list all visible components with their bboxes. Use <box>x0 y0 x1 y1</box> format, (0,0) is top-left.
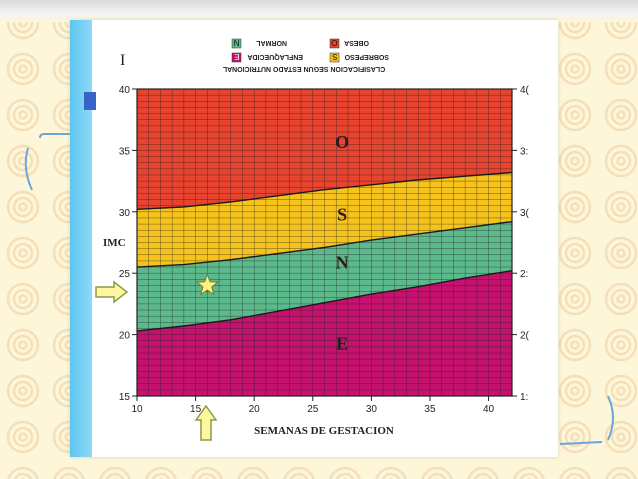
marker-layer <box>195 273 220 296</box>
legend-symbol-obesa: O <box>331 38 337 47</box>
plot-frame <box>136 88 513 397</box>
y-tick-label-right: 3( <box>520 208 530 219</box>
boundary-line <box>136 270 513 332</box>
y-tick-label: 15 <box>119 392 131 403</box>
zone-label-E: E <box>336 333 348 353</box>
legend-item-enflaquecida: E ENFLAQUECIDA <box>231 52 303 63</box>
boundary-line <box>136 220 513 268</box>
x-tick-label: 30 <box>366 404 378 415</box>
legend: N NORMAL O OBESA E ENFLAQUECIDA S SOBREP… <box>222 38 389 72</box>
legend-swatch-normal <box>231 38 242 49</box>
zone-label-O: O <box>335 132 349 152</box>
top-banner <box>0 0 638 22</box>
x-tick-label: 25 <box>307 404 319 415</box>
zone-label-N: N <box>336 252 349 272</box>
zone-label-S: S <box>337 204 347 224</box>
left-bracket-decoration <box>24 133 70 191</box>
boundary-line <box>136 171 513 211</box>
y-tick-label-right: 2( <box>520 331 530 342</box>
right-arrow-imc <box>95 280 129 304</box>
legend-item-obesa: O OBESA <box>329 38 369 49</box>
legend-title: CLASIFICACION SEGUN ESTADO NUTRICIONAL <box>222 65 385 72</box>
right-bracket-decoration <box>559 395 614 445</box>
y-tick-label-right: 1: <box>520 392 528 403</box>
x-tick-label: 15 <box>190 404 202 415</box>
y-tick-label: 25 <box>119 269 131 280</box>
legend-item-normal: N NORMAL <box>231 38 287 49</box>
y-axis-label: IMC <box>103 237 126 249</box>
legend-swatch-obesa <box>329 38 340 49</box>
legend-swatch-enflaquecida <box>231 52 242 63</box>
panel-letter: I <box>120 52 125 69</box>
x-tick-label: 20 <box>249 404 261 415</box>
zone-labels: E N S O <box>335 132 349 353</box>
x-tick-label: 10 <box>131 404 143 415</box>
legend-symbol-enflaquecida: E <box>234 52 239 61</box>
y-tick-label: 40 <box>119 85 131 96</box>
y-tick-label: 30 <box>119 208 131 219</box>
legend-label-obesa: OBESA <box>344 39 369 46</box>
blue-marker <box>84 92 96 110</box>
legend-label-enflaquecida: ENFLAQUECIDA <box>247 53 303 60</box>
blue-side-strip <box>70 20 92 457</box>
legend-item-sobrepeso: S SOBREPESO <box>329 52 389 63</box>
legend-symbol-normal: N <box>234 38 240 47</box>
legend-label-normal: NORMAL <box>256 39 287 46</box>
y-tick-label-right: 4( <box>520 85 530 96</box>
y-tick-label: 20 <box>119 331 131 342</box>
y-tick-label-right: 3: <box>520 146 528 157</box>
x-tick-label: 40 <box>483 404 495 415</box>
y-tick-label-right: 2: <box>520 269 528 280</box>
up-arrow-weeks <box>194 404 218 441</box>
x-tick-label: 35 <box>424 404 436 415</box>
legend-symbol-sobrepeso: S <box>332 52 337 61</box>
star-marker <box>195 273 220 296</box>
y-tick-label: 35 <box>119 146 131 157</box>
legend-swatch-sobrepeso <box>329 52 340 63</box>
x-axis-label: SEMANAS DE GESTACION <box>254 425 394 437</box>
legend-label-sobrepeso: SOBREPESO <box>344 53 389 60</box>
